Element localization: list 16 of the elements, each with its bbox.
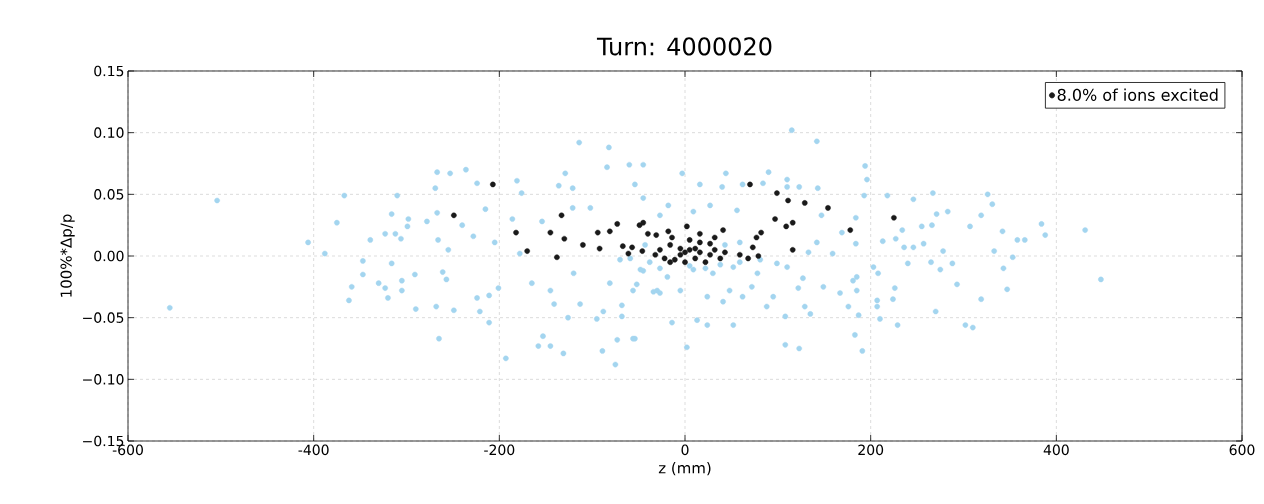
legend-label: 8.0% of ions excited <box>1057 88 1218 101</box>
y-axis-title: 100%*Δp/p <box>60 214 75 297</box>
y-tick-label: 0.05 <box>94 189 124 200</box>
y-tick-label: 0.00 <box>94 250 124 262</box>
y-tick-label: −0.05 <box>83 312 124 323</box>
x-axis-title: z (mm) <box>658 462 711 476</box>
x-tick-label: 600 <box>1229 444 1255 456</box>
chart-title: Turn: 4000020 <box>596 37 772 56</box>
x-tick-label: 200 <box>858 444 884 456</box>
y-tick-label: −0.10 <box>83 374 124 385</box>
y-tick-label: 0.10 <box>94 127 124 138</box>
x-tick-label: -400 <box>298 444 329 456</box>
x-tick-label: -200 <box>484 444 515 456</box>
x-tick-label: 400 <box>1043 444 1069 456</box>
y-tick-label: 0.15 <box>94 65 124 77</box>
x-tick-label: 0 <box>681 444 689 456</box>
